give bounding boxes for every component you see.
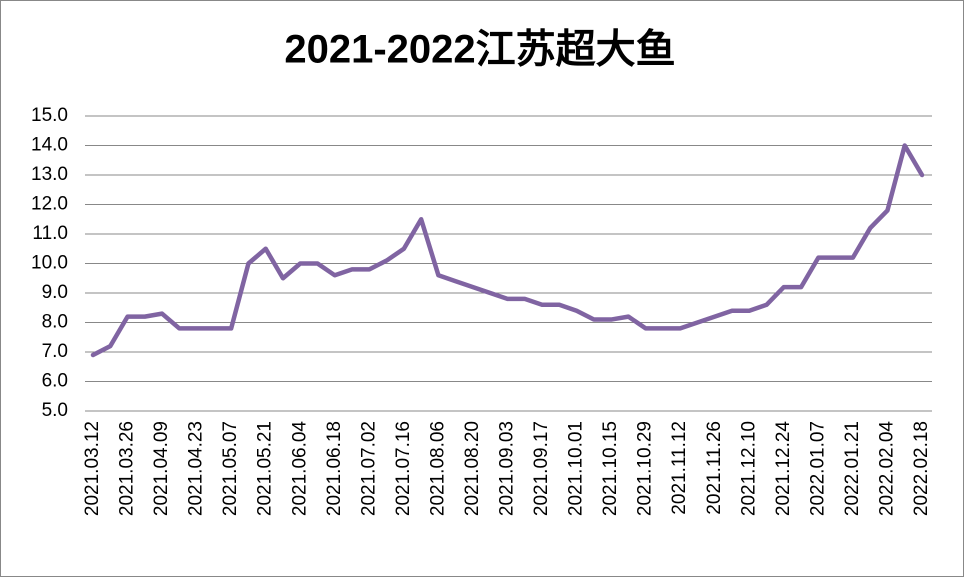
y-tick-label: 8.0 [42, 312, 68, 333]
x-tick-label: 2021.12.24 [773, 421, 794, 517]
x-tick-label: 2021.05.21 [255, 421, 276, 516]
x-tick-label: 2021.06.18 [324, 421, 345, 516]
x-tick-label: 2022.01.21 [842, 421, 863, 516]
x-tick-label: 2022.01.07 [807, 421, 828, 516]
y-tick-label: 10.0 [31, 253, 68, 274]
series-line [90, 143, 925, 358]
x-tick-label: 2021.08.06 [427, 421, 448, 516]
x-tick-label: 2022.02.04 [876, 421, 897, 517]
x-tick-label: 2021.08.20 [462, 421, 483, 516]
y-tick-label: 11.0 [32, 223, 68, 244]
x-tick-label: 2021.10.29 [635, 421, 656, 516]
x-tick-label: 2021.12.10 [738, 421, 759, 516]
x-tick-label: 2021.05.07 [220, 421, 241, 516]
y-tick-label: 7.0 [42, 341, 68, 362]
x-tick-label: 2021.07.02 [358, 421, 379, 516]
y-tick-label: 14.0 [31, 135, 68, 156]
x-tick-label: 2021.03.12 [82, 421, 103, 516]
x-tick-label: 2021.07.16 [393, 421, 414, 516]
x-tick-label: 2021.04.23 [186, 421, 207, 516]
y-tick-label: 5.0 [42, 400, 68, 421]
x-tick-label: 2021.06.04 [289, 421, 310, 517]
x-tick-label: 2021.09.17 [531, 421, 552, 516]
x-tick-label: 2021.11.12 [669, 421, 690, 515]
x-tick-label: 2022.02.18 [911, 421, 932, 516]
y-tick-label: 13.0 [31, 164, 68, 185]
x-tick-label: 2021.10.15 [600, 421, 621, 516]
y-tick-label: 9.0 [42, 282, 68, 303]
x-tick-label: 2021.11.26 [704, 421, 725, 515]
x-tick-label: 2021.10.01 [566, 421, 587, 516]
y-tick-label: 12.0 [31, 194, 68, 215]
y-tick-label: 6.0 [42, 371, 68, 392]
y-tick-label: 15.0 [31, 105, 68, 126]
chart-title: 2021-2022江苏超大鱼 [284, 28, 675, 72]
x-tick-label: 2021.09.03 [497, 421, 518, 516]
x-tick-label: 2021.04.09 [151, 421, 172, 516]
x-tick-label: 2021.03.26 [117, 421, 138, 516]
